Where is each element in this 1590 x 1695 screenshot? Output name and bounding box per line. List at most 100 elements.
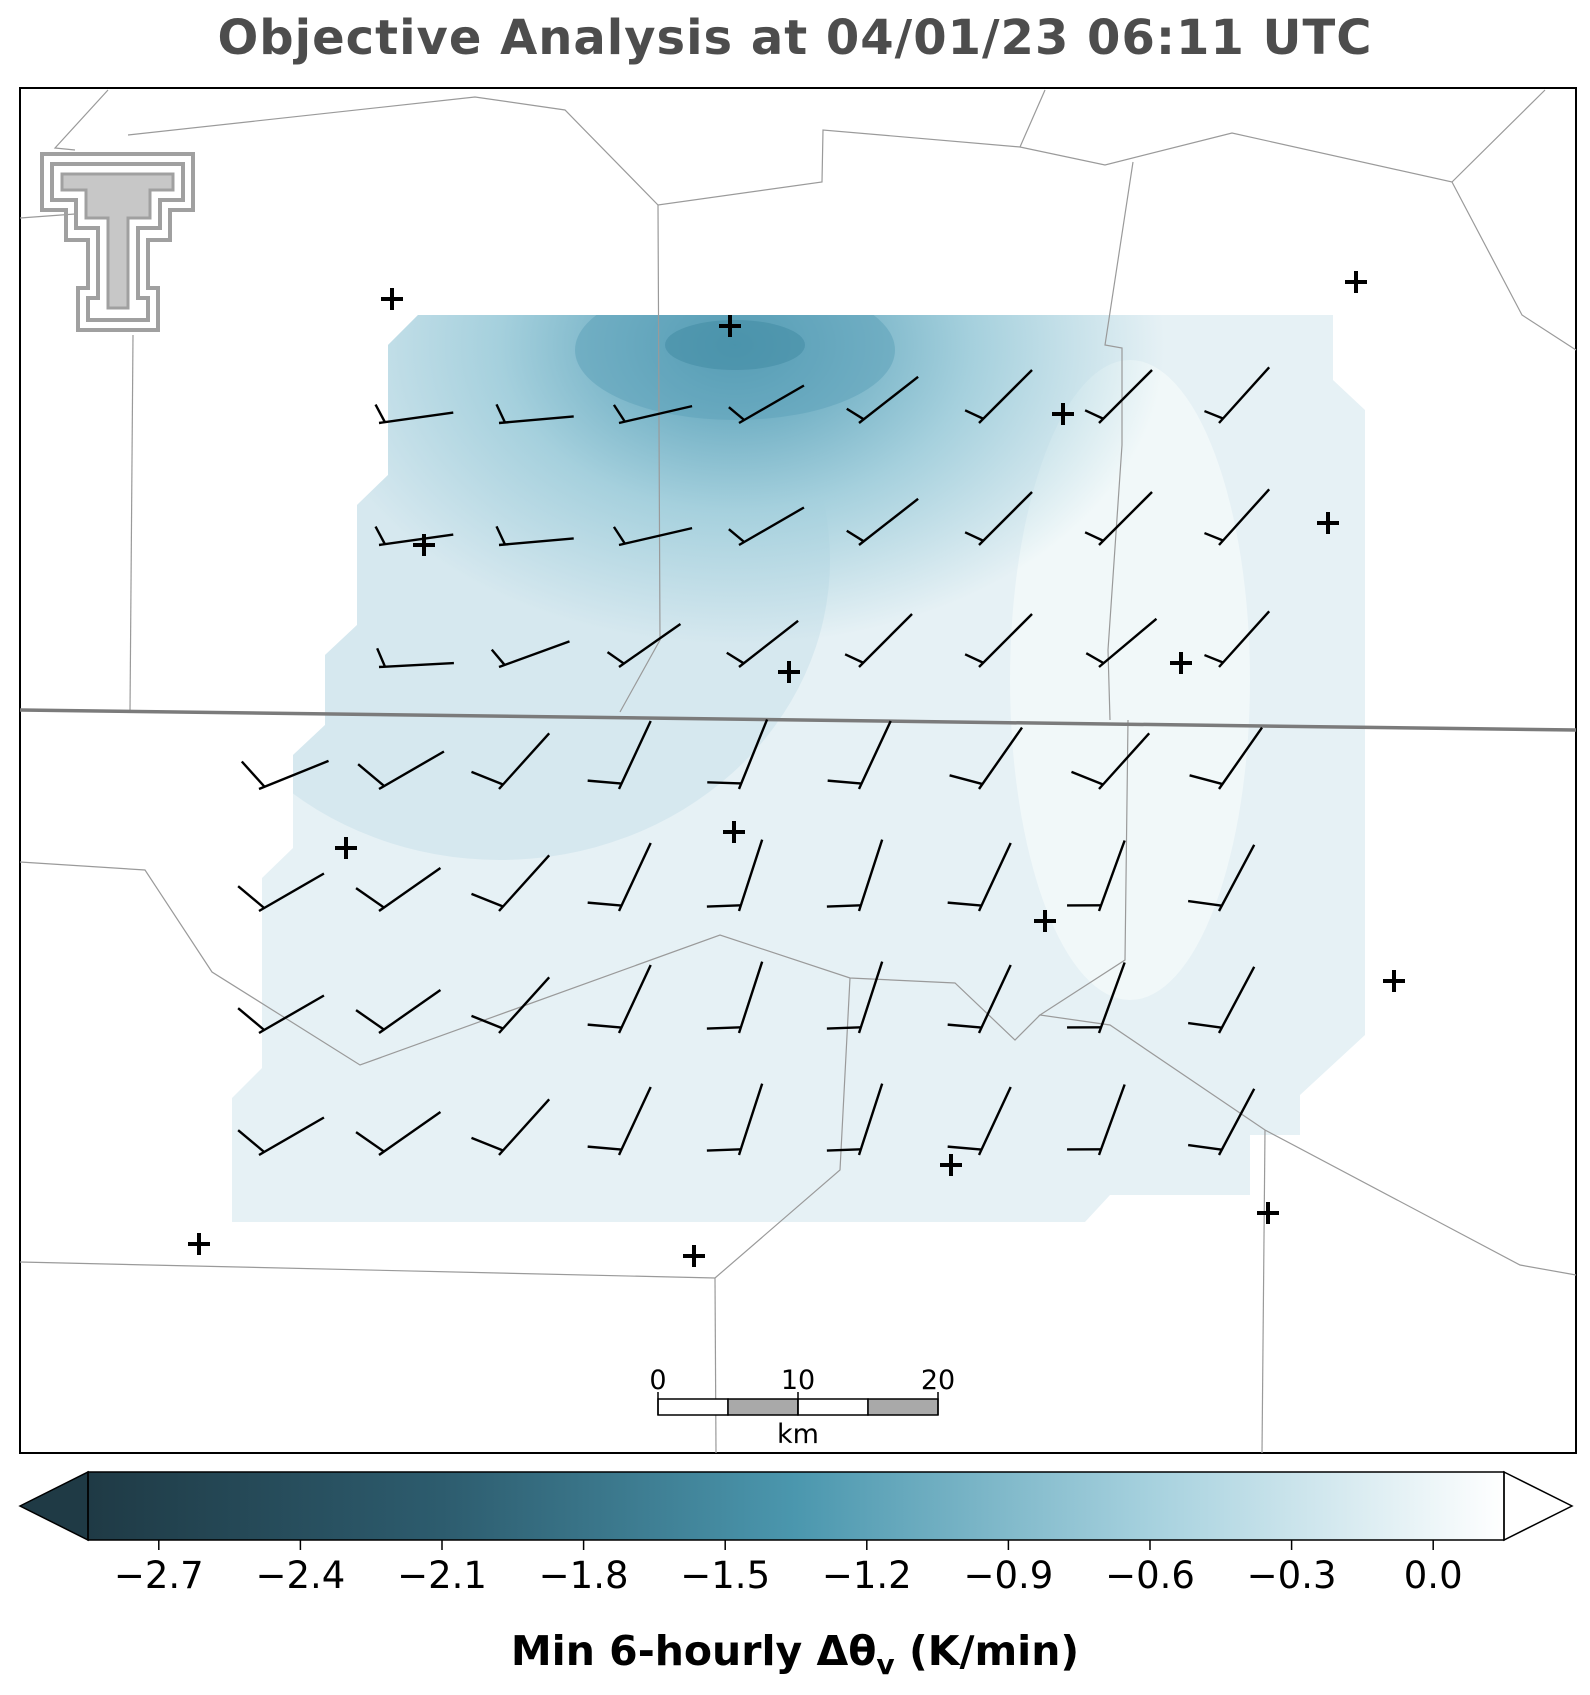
wind-barb — [587, 842, 652, 912]
colorbar-tick-label: −0.3 — [1247, 1554, 1337, 1597]
state-border — [19, 708, 1577, 732]
wind-barb — [728, 506, 805, 547]
colorbar-tick-label: −1.2 — [822, 1554, 912, 1597]
wind-barb — [706, 961, 764, 1034]
scale-label-0: 0 — [649, 1365, 666, 1396]
wind-barb — [471, 854, 551, 912]
wind-barb — [355, 988, 442, 1034]
wind-barb — [964, 369, 1033, 424]
wind-barb — [1204, 366, 1271, 424]
station-marker — [683, 1245, 705, 1267]
wind-barb — [826, 839, 884, 912]
colorbar-label-unit: (K/min) — [894, 1627, 1080, 1675]
wind-barb — [495, 403, 574, 425]
colorbar-gradient — [88, 1472, 1504, 1540]
wind-barb — [947, 1086, 1012, 1156]
wind-barb — [949, 726, 1024, 790]
wind-barb — [844, 613, 913, 668]
wind-barb — [947, 964, 1012, 1034]
colorbar-tick-label: −2.4 — [255, 1554, 345, 1597]
scale-label-10: 10 — [781, 1365, 815, 1396]
delta-theta-field — [232, 315, 1365, 1222]
wind-barb — [846, 497, 919, 546]
wind-barb — [587, 964, 652, 1034]
wind-barb — [374, 403, 454, 425]
colorbar-tick-label: −1.5 — [680, 1554, 770, 1597]
wind-barb — [612, 404, 693, 425]
station-marker — [719, 315, 741, 337]
wind-barb — [827, 720, 892, 790]
wind-barb — [707, 719, 769, 790]
wind-barb — [728, 384, 805, 425]
chart-title: Objective Analysis at 04/01/23 06:11 UTC — [217, 10, 1373, 66]
wind-barb — [1071, 732, 1151, 790]
colorbar-tick-label: −1.8 — [539, 1554, 629, 1597]
colorbar-tick-label: −2.1 — [397, 1554, 487, 1597]
colorbar-label-sub: v — [876, 1648, 895, 1682]
station-marker — [1170, 652, 1192, 674]
colorbar-ticks: −2.7 −2.4 −2.1 −1.8 −1.5 −1.2 −0.9 −0.6 −0.3 0.0 — [114, 1540, 1463, 1597]
wind-barb — [1187, 1088, 1256, 1156]
station-marker — [778, 661, 800, 683]
wind-barb — [587, 1086, 652, 1156]
wind-barb — [1067, 840, 1126, 912]
station-marker — [723, 821, 745, 843]
wind-barb — [1085, 617, 1158, 668]
colorbar-tick-label: −0.6 — [1105, 1554, 1195, 1597]
wind-barb — [1204, 488, 1271, 546]
wind-barb — [490, 640, 570, 669]
wind-barb — [376, 647, 454, 669]
colorbar-label-main: Min 6-hourly Δθ — [510, 1627, 877, 1675]
wind-barb — [706, 839, 764, 912]
station-marker — [1383, 970, 1405, 992]
colorbar-extend-low — [18, 1470, 89, 1542]
scale-unit: km — [777, 1419, 819, 1450]
wind-barb — [1067, 1084, 1126, 1156]
station-marker — [188, 1233, 210, 1255]
wind-barb — [947, 842, 1012, 912]
station-marker — [1034, 910, 1056, 932]
wind-barb — [357, 750, 445, 791]
colorbar-label: Min 6-hourly Δθv (K/min) — [0, 1627, 1590, 1681]
wind-barb — [826, 961, 884, 1034]
wind-barb — [1067, 962, 1126, 1034]
wind-barb — [471, 1098, 551, 1156]
wind-barb — [237, 1116, 325, 1157]
wind-barb — [355, 1110, 442, 1156]
wind-barb — [1187, 844, 1256, 912]
wind-barb — [1187, 966, 1256, 1034]
wind-barb — [1189, 726, 1264, 790]
colorbar-tick-label: −2.7 — [114, 1554, 204, 1597]
station-marker — [1052, 403, 1074, 425]
wind-barb — [846, 375, 919, 424]
colorbar-tick-label: −0.9 — [963, 1554, 1053, 1597]
station-marker — [413, 534, 435, 556]
wind-barb — [355, 866, 442, 912]
wind-barb — [1084, 369, 1153, 424]
station-marker — [1317, 512, 1339, 534]
scale-bar: 0 10 20 km — [649, 1365, 955, 1450]
wind-barb — [587, 720, 652, 790]
texas-tech-double-t-logo — [40, 152, 195, 332]
wind-barb — [374, 525, 454, 547]
colorbar-tick-label: 0.0 — [1404, 1554, 1463, 1597]
station-marker — [335, 837, 357, 859]
wind-barb — [826, 1083, 884, 1156]
station-marker — [1345, 271, 1367, 293]
station-marker — [381, 288, 403, 310]
colorbar-extend-high — [1503, 1470, 1574, 1542]
station-marker — [1257, 1202, 1279, 1224]
wind-barb — [606, 622, 682, 668]
county-borders — [19, 89, 1577, 1454]
wind-barb — [706, 1083, 764, 1156]
wind-barb — [1204, 610, 1271, 668]
wind-barbs — [237, 366, 1271, 1157]
wind-barb — [964, 491, 1033, 546]
wind-barb — [240, 759, 329, 791]
station-markers — [188, 271, 1405, 1267]
wind-barb — [1084, 491, 1153, 546]
wind-barb — [612, 526, 693, 547]
wind-barb — [237, 872, 325, 913]
